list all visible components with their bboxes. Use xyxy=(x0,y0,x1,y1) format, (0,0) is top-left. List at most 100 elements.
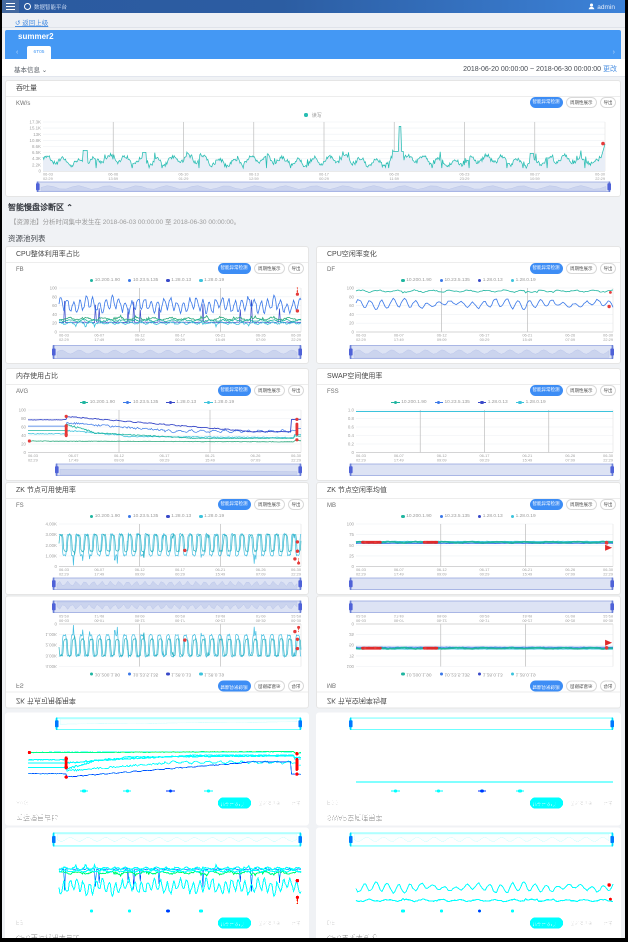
svg-text:80: 80 xyxy=(349,893,354,898)
svg-text:60: 60 xyxy=(21,765,26,770)
svg-text:09:09: 09:09 xyxy=(135,571,145,576)
svg-text:06-03: 06-03 xyxy=(43,171,53,176)
svg-text:07:09: 07:09 xyxy=(565,615,575,620)
svg-text:80: 80 xyxy=(52,294,57,299)
svg-text:06-07: 06-07 xyxy=(94,567,104,572)
svg-text:10.8K: 10.8K xyxy=(30,137,42,142)
svg-text:06-03: 06-03 xyxy=(356,619,366,624)
svg-text:17:49: 17:49 xyxy=(394,850,404,855)
svg-text:06-07: 06-07 xyxy=(394,332,404,337)
svg-text:06-30: 06-30 xyxy=(603,736,614,741)
svg-text:15:49: 15:49 xyxy=(215,571,225,576)
svg-text:100: 100 xyxy=(19,782,27,787)
svg-text:06-26: 06-26 xyxy=(251,453,261,458)
svg-text:06-12: 06-12 xyxy=(437,854,447,859)
svg-text:06-17: 06-17 xyxy=(480,619,490,624)
svg-text:06-26: 06-26 xyxy=(256,332,266,337)
svg-text:06-12: 06-12 xyxy=(437,736,447,741)
svg-text:06-21: 06-21 xyxy=(522,453,532,458)
svg-text:06-30: 06-30 xyxy=(603,854,614,859)
svg-text:07:09: 07:09 xyxy=(251,457,261,462)
svg-text:0.8: 0.8 xyxy=(348,416,355,421)
svg-text:15:49: 15:49 xyxy=(205,457,215,462)
svg-text:22:29: 22:29 xyxy=(291,732,301,737)
svg-text:75: 75 xyxy=(349,532,354,537)
svg-text:06-03: 06-03 xyxy=(356,332,366,337)
svg-text:06-30: 06-30 xyxy=(603,567,614,572)
svg-text:06-03: 06-03 xyxy=(356,854,366,859)
svg-text:06-26: 06-26 xyxy=(565,453,575,458)
svg-text:06-07: 06-07 xyxy=(69,453,79,458)
svg-text:25: 25 xyxy=(349,633,354,638)
svg-text:0.2: 0.2 xyxy=(348,441,355,446)
svg-text:06-21: 06-21 xyxy=(522,619,532,624)
svg-text:60: 60 xyxy=(349,303,354,308)
svg-text:00:29: 00:29 xyxy=(480,615,490,620)
svg-text:00:29: 00:29 xyxy=(175,850,185,855)
svg-text:15:49: 15:49 xyxy=(522,615,532,620)
svg-text:0.4: 0.4 xyxy=(348,433,355,438)
svg-text:06-12: 06-12 xyxy=(437,332,447,337)
svg-text:100: 100 xyxy=(347,665,355,670)
svg-text:02:29: 02:29 xyxy=(356,850,366,855)
svg-text:09:09: 09:09 xyxy=(437,571,447,576)
svg-text:06-30: 06-30 xyxy=(603,619,614,624)
svg-text:4.3K: 4.3K xyxy=(32,156,41,161)
svg-text:0: 0 xyxy=(352,858,355,863)
svg-text:07:09: 07:09 xyxy=(256,571,266,576)
svg-text:40: 40 xyxy=(349,875,354,880)
svg-text:3.00K: 3.00K xyxy=(46,532,58,537)
svg-text:06-23: 06-23 xyxy=(460,171,470,176)
svg-text:06-30: 06-30 xyxy=(291,736,302,741)
svg-text:100: 100 xyxy=(50,902,58,907)
svg-text:06-12: 06-12 xyxy=(437,567,447,572)
svg-text:00:29: 00:29 xyxy=(175,336,185,341)
svg-text:02:29: 02:29 xyxy=(356,457,366,462)
svg-text:0.4: 0.4 xyxy=(348,756,355,761)
svg-text:13:59: 13:59 xyxy=(108,175,118,180)
svg-text:0: 0 xyxy=(352,450,355,455)
svg-text:06-30: 06-30 xyxy=(291,453,302,458)
svg-text:06-17: 06-17 xyxy=(480,854,490,859)
svg-text:75: 75 xyxy=(349,654,354,659)
svg-text:06-21: 06-21 xyxy=(215,332,225,337)
svg-text:15:49: 15:49 xyxy=(215,850,225,855)
svg-text:09:09: 09:09 xyxy=(437,336,447,341)
svg-text:17:49: 17:49 xyxy=(394,571,404,576)
svg-text:06-12: 06-12 xyxy=(135,567,145,572)
svg-text:60: 60 xyxy=(52,884,57,889)
svg-text:06-26: 06-26 xyxy=(256,854,266,859)
svg-text:20: 20 xyxy=(21,441,26,446)
svg-text:15:49: 15:49 xyxy=(215,615,225,620)
svg-text:06-12: 06-12 xyxy=(135,854,145,859)
svg-text:15:49: 15:49 xyxy=(522,457,532,462)
svg-text:07:09: 07:09 xyxy=(565,732,575,737)
svg-text:17:49: 17:49 xyxy=(69,732,79,737)
svg-text:06-06: 06-06 xyxy=(108,171,118,176)
svg-text:07:09: 07:09 xyxy=(256,850,266,855)
svg-text:06-21: 06-21 xyxy=(205,453,215,458)
svg-text:15:49: 15:49 xyxy=(522,732,532,737)
svg-text:06-21: 06-21 xyxy=(205,736,215,741)
svg-text:0.6: 0.6 xyxy=(348,424,355,429)
svg-text:40: 40 xyxy=(21,433,26,438)
svg-text:02:29: 02:29 xyxy=(28,732,38,737)
svg-text:06-17: 06-17 xyxy=(175,619,185,624)
svg-text:00:29: 00:29 xyxy=(160,732,170,737)
svg-text:13K: 13K xyxy=(33,131,41,136)
svg-text:0.2: 0.2 xyxy=(348,748,355,753)
svg-text:22:29: 22:29 xyxy=(603,850,613,855)
svg-text:0: 0 xyxy=(352,739,355,744)
svg-text:00:29: 00:29 xyxy=(175,615,185,620)
svg-text:06-07: 06-07 xyxy=(94,332,104,337)
svg-text:06-03: 06-03 xyxy=(28,453,38,458)
svg-text:3.00K: 3.00K xyxy=(46,654,58,659)
svg-text:20: 20 xyxy=(52,866,57,871)
svg-text:40: 40 xyxy=(52,875,57,880)
svg-text:06-13: 06-13 xyxy=(249,171,259,176)
svg-text:06-17: 06-17 xyxy=(175,567,185,572)
svg-text:06-07: 06-07 xyxy=(69,736,79,741)
svg-text:100: 100 xyxy=(347,902,355,907)
svg-text:0.6: 0.6 xyxy=(348,765,355,770)
svg-text:00:29: 00:29 xyxy=(175,571,185,576)
